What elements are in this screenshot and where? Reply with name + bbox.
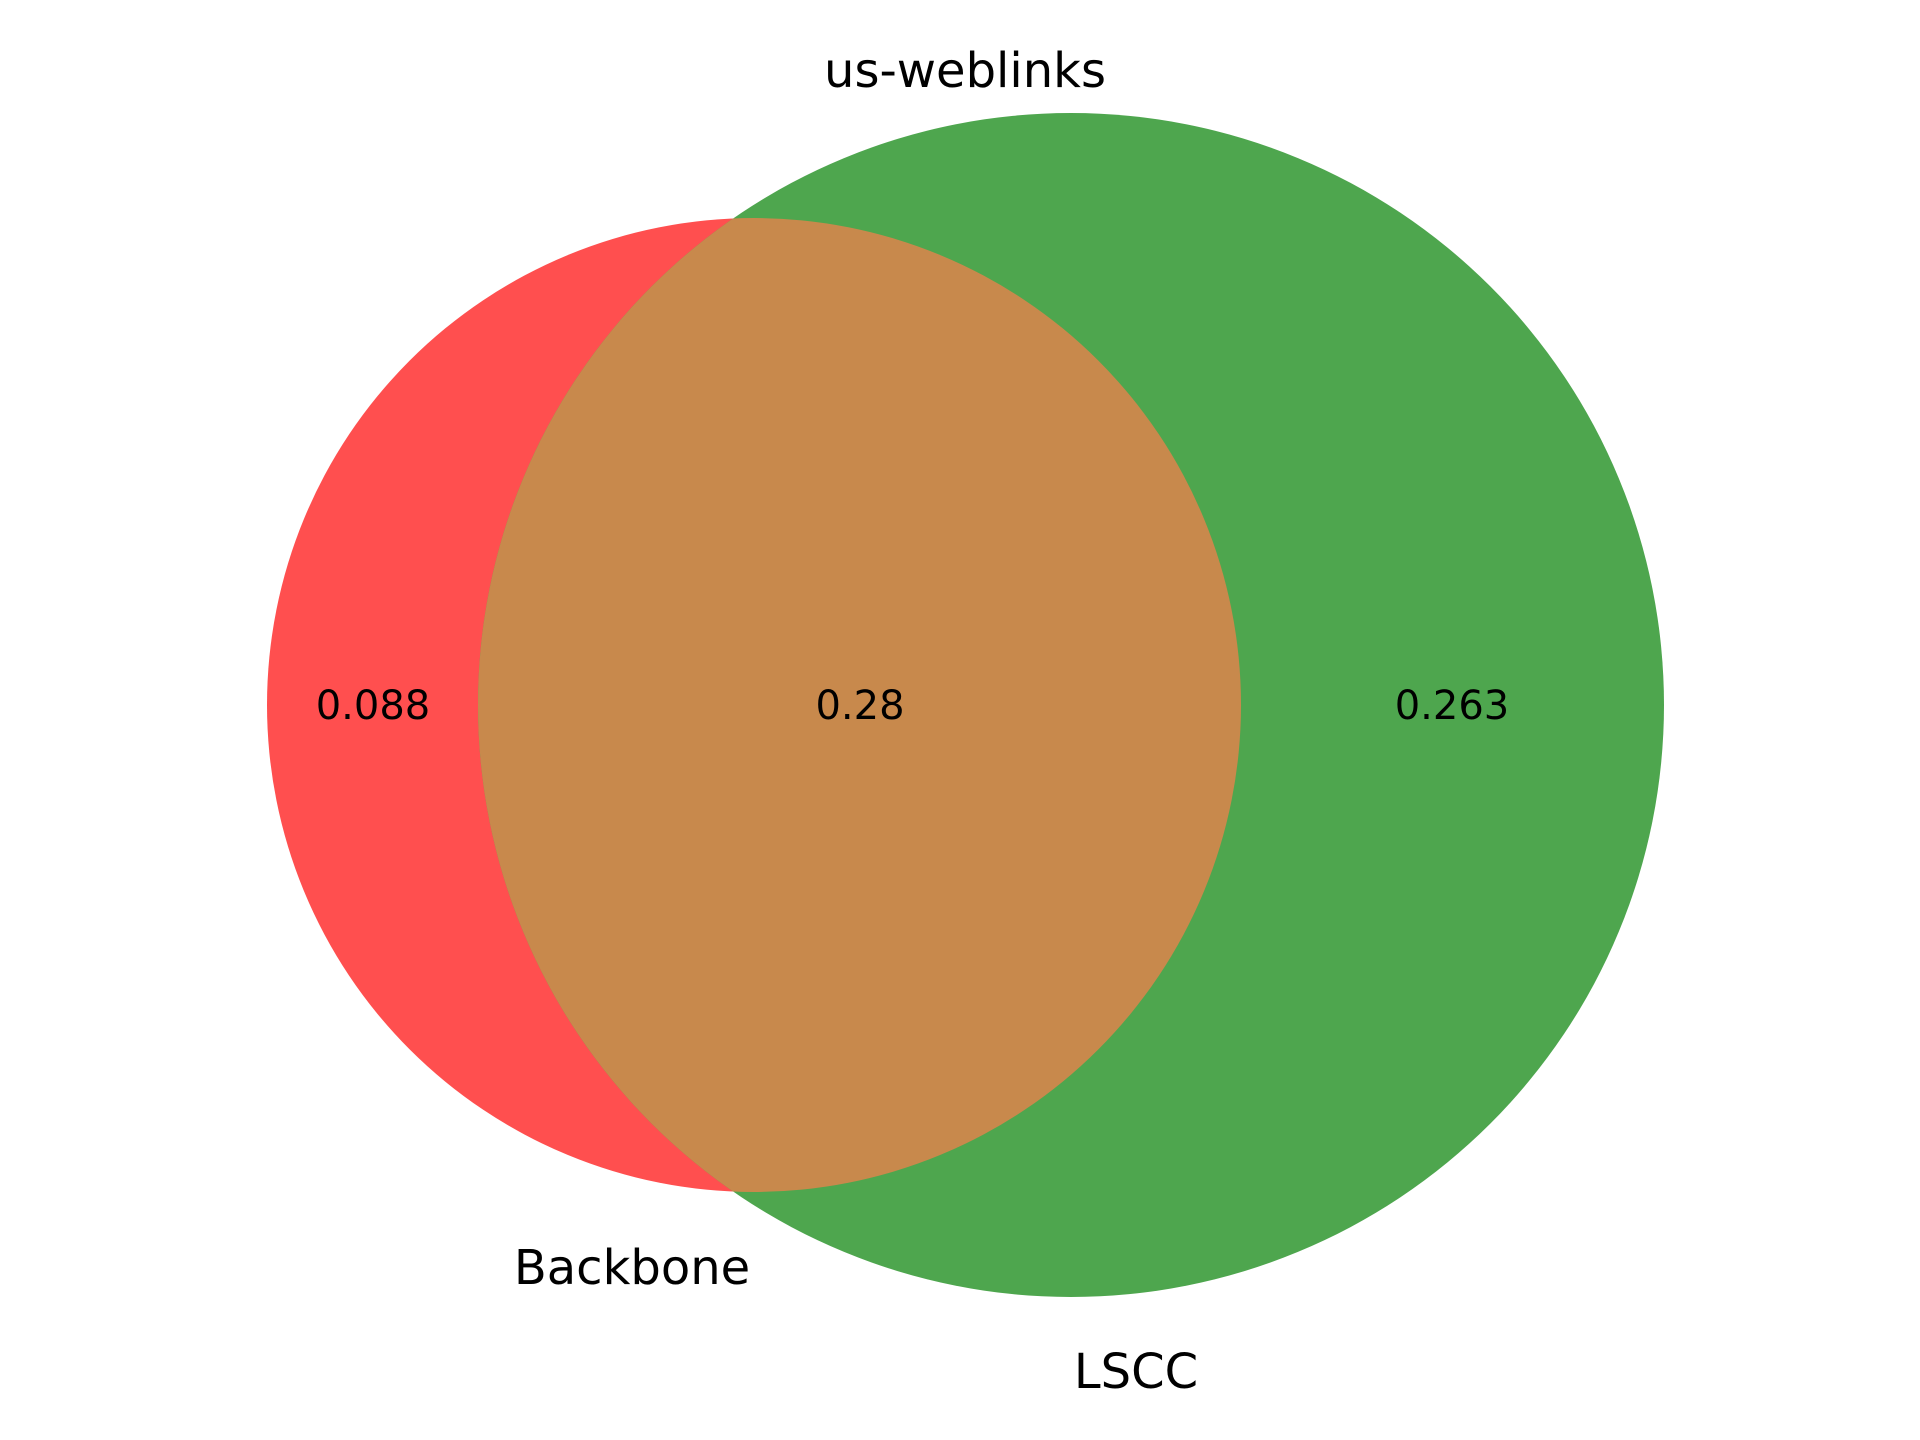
diagram-title: us-weblinks bbox=[824, 43, 1106, 99]
set-label-backbone: Backbone bbox=[514, 1240, 750, 1296]
region-value-lscc-only: 0.263 bbox=[1395, 683, 1510, 729]
region-value-intersection: 0.28 bbox=[815, 683, 904, 729]
region-value-backbone-only: 0.088 bbox=[316, 683, 431, 729]
set-label-lscc: LSCC bbox=[1074, 1344, 1198, 1400]
